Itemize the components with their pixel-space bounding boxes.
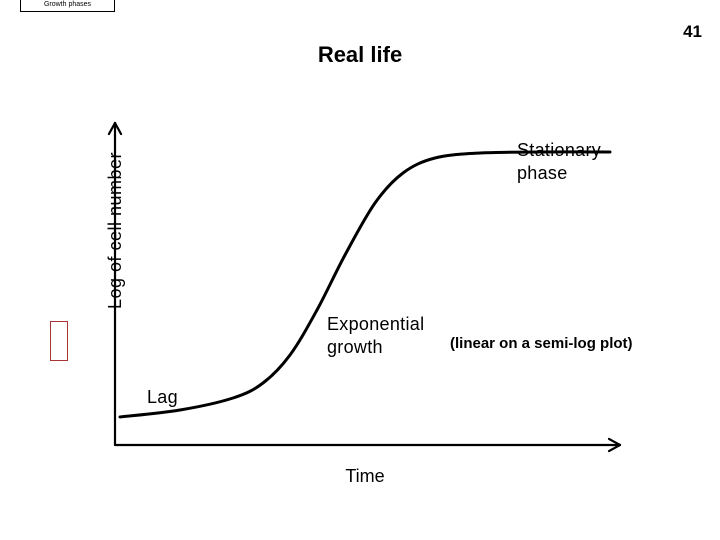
page-number: 41 [683, 22, 702, 42]
header-tab: Growth phases [20, 0, 115, 12]
y-axis-label: Log of cell number [105, 152, 126, 309]
growth-curve-chart: Log of cell number Time Lag Exponential … [85, 115, 645, 485]
semilog-annotation: (linear on a semi-log plot) [450, 335, 633, 352]
exponential-line1: Exponential [327, 314, 424, 334]
lag-phase-label: Lag [147, 387, 178, 408]
stationary-phase-label: Stationary phase [517, 139, 601, 184]
stationary-line2: phase [517, 163, 568, 183]
page-title: Real life [0, 42, 720, 68]
exponential-line2: growth [327, 337, 383, 357]
x-axis-label: Time [345, 466, 384, 487]
log-highlight-box [50, 321, 68, 361]
exponential-phase-label: Exponential growth [327, 313, 424, 358]
stationary-line1: Stationary [517, 140, 601, 160]
